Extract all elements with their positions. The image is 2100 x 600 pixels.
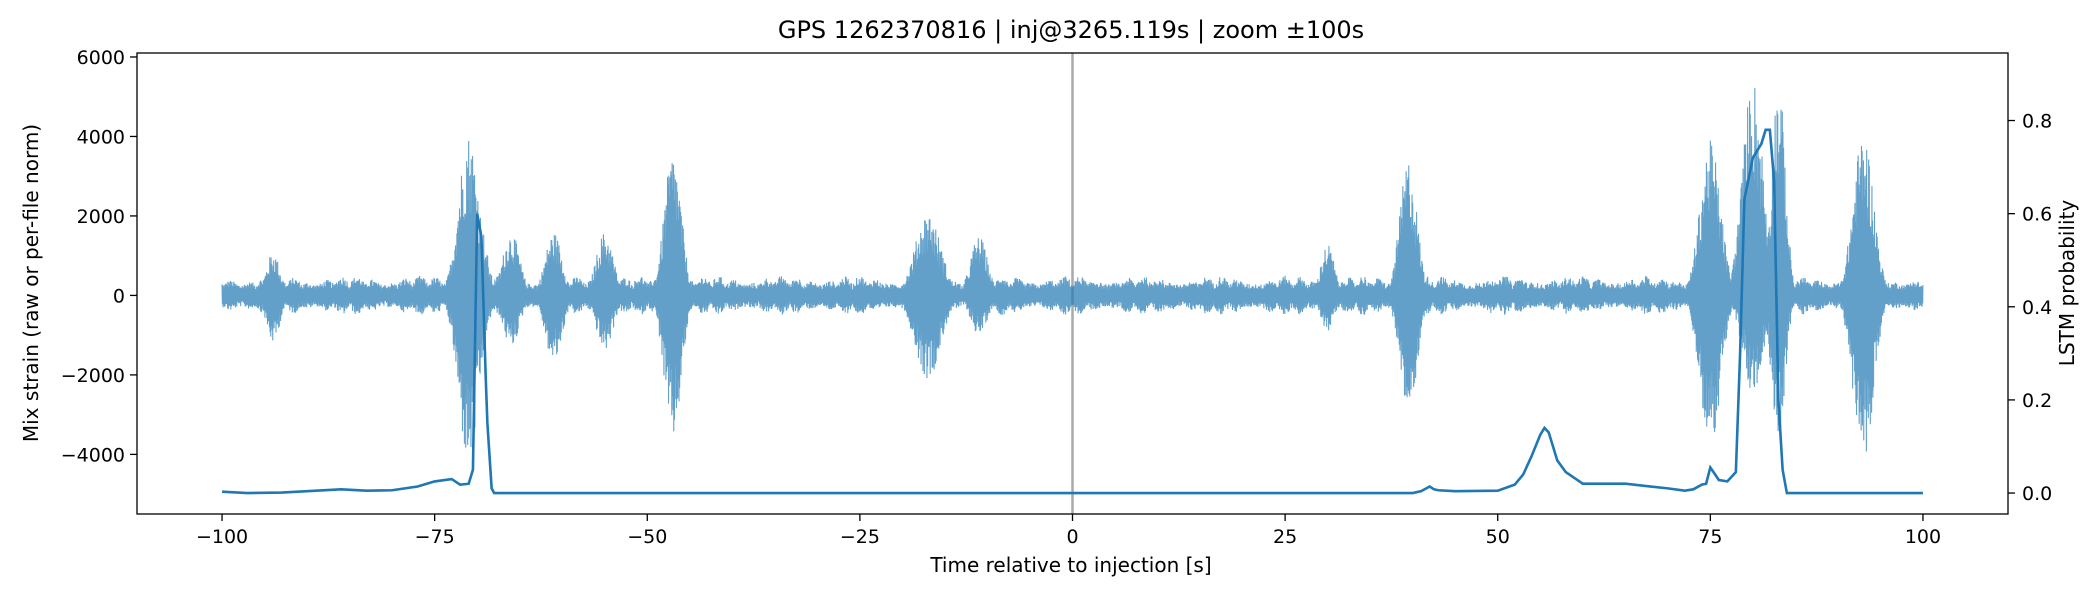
x-tick-label: 25 <box>1273 526 1297 548</box>
x-axis-label: Time relative to injection [s] <box>929 553 1211 577</box>
y-left-tick-label: −4000 <box>61 444 125 466</box>
y-axis-right-label: LSTM probability <box>2055 200 2079 367</box>
y-axis-right: 0.0 0.2 0.4 0.6 0.8 <box>2008 111 2052 505</box>
y-right-tick-label: 0.2 <box>2022 390 2052 412</box>
strain-series-line <box>221 88 1924 452</box>
x-axis: −100 −75 −50 −25 0 25 50 75 100 <box>196 514 1941 548</box>
x-tick-label: 100 <box>1905 526 1941 548</box>
plot-area <box>221 53 1924 514</box>
y-left-tick-label: 4000 <box>77 126 125 148</box>
lstm-probability-line <box>221 128 1923 495</box>
y-left-tick-label: 0 <box>113 285 125 307</box>
x-tick-label: 75 <box>1698 526 1722 548</box>
y-left-tick-label: 6000 <box>77 47 125 69</box>
x-tick-label: 0 <box>1066 526 1078 548</box>
y-axis-left-label: Mix strain (raw or per-file norm) <box>19 124 43 442</box>
x-tick-label: −25 <box>840 526 880 548</box>
y-left-tick-label: −2000 <box>61 365 125 387</box>
x-tick-label: −100 <box>196 526 248 548</box>
x-tick-label: −75 <box>415 526 455 548</box>
x-tick-label: 50 <box>1486 526 1510 548</box>
y-axis-left: −4000 −2000 0 2000 4000 6000 <box>61 47 137 466</box>
y-right-tick-label: 0.4 <box>2022 297 2052 319</box>
y-right-tick-label: 0.0 <box>2022 483 2052 505</box>
y-left-tick-label: 2000 <box>77 206 125 228</box>
x-tick-label: −50 <box>627 526 667 548</box>
chart-title: GPS 1262370816 | inj@3265.119s | zoom ±1… <box>778 16 1364 44</box>
y-right-tick-label: 0.8 <box>2022 111 2052 133</box>
y-right-tick-label: 0.6 <box>2022 204 2052 226</box>
